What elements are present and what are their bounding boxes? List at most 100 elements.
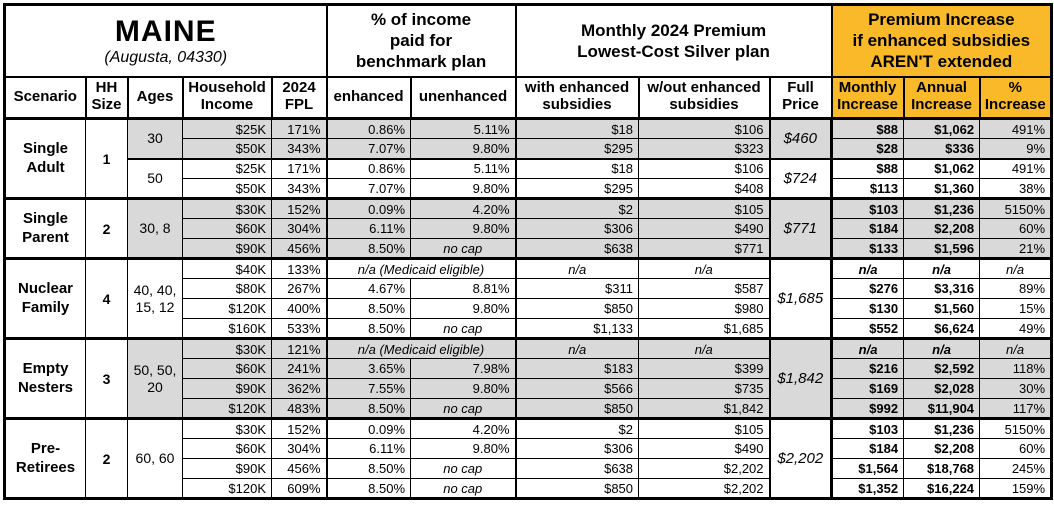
- with-subsidies-cell: $638: [514, 458, 640, 479]
- without-subsidies-cell: $735: [638, 378, 771, 399]
- enhanced-pct-cell: 7.55%: [325, 378, 412, 399]
- table-row: $120K 483% 8.50% no cap $850 $1,842 $992 $11,90…: [5, 398, 1053, 419]
- pct-increase-cell: 5150%: [979, 197, 1053, 219]
- without-subsidies-cell: $587: [638, 278, 771, 299]
- table-row: $60K 304% 6.11% 9.80% $306 $490 $184 $2,208 60%: [5, 218, 1053, 239]
- annual-increase-cell: $1,596: [903, 238, 981, 259]
- with-subsidies-cell: $850: [514, 398, 640, 419]
- table-title: MAINE (Augusta, 04330): [3, 3, 328, 78]
- monthly-increase-cell: $103: [830, 417, 905, 439]
- unenhanced-pct-cell: no cap: [410, 238, 517, 259]
- enhanced-pct-cell: 8.50%: [325, 398, 412, 419]
- annual-increase-cell: $2,208: [903, 218, 981, 239]
- fpl-cell: 400%: [270, 298, 328, 319]
- pct-increase-cell: 49%: [979, 318, 1053, 339]
- premium-comparison-sheet: MAINE (Augusta, 04330) % of income paid …: [3, 3, 1054, 500]
- ages-cell: 30, 8: [127, 197, 183, 259]
- enhanced-pct-cell: 8.50%: [325, 318, 412, 339]
- unenhanced-pct-cell: 9.80%: [410, 218, 517, 239]
- monthly-increase-cell: $216: [830, 358, 905, 379]
- column-header-scenario: Scenario: [3, 75, 87, 120]
- pct-increase-cell: 245%: [979, 458, 1053, 479]
- unenhanced-pct-cell: 9.80%: [410, 438, 517, 459]
- column-header-row: Scenario HH Size Ages Household Income 2…: [3, 75, 1053, 120]
- ages-cell: 50, 50, 20: [127, 337, 183, 419]
- with-subsidies-cell: $306: [514, 438, 640, 459]
- fpl-cell: 456%: [270, 238, 328, 259]
- annual-increase-cell: $1,062: [903, 157, 981, 179]
- annual-increase-cell: $336: [903, 138, 981, 159]
- fpl-cell: 304%: [270, 438, 328, 459]
- table-row: $90K 456% 8.50% no cap $638 $2,202 $1,564 $18,7…: [5, 458, 1053, 479]
- unenhanced-pct-cell: 9.80%: [410, 298, 517, 319]
- unenhanced-pct-cell: no cap: [410, 398, 517, 419]
- with-subsidies-cell: $183: [514, 358, 640, 379]
- pct-increase-cell: 117%: [979, 398, 1053, 419]
- pct-increase-cell: 38%: [979, 178, 1053, 199]
- income-cell: $40K: [182, 257, 272, 279]
- enhanced-pct-cell: 7.07%: [325, 138, 412, 159]
- monthly-increase-cell: $113: [830, 178, 905, 199]
- pct-increase-cell: 30%: [979, 378, 1053, 399]
- fpl-cell: 456%: [270, 458, 328, 479]
- annual-increase-cell: $6,624: [903, 318, 981, 339]
- full-price-cell: $724: [768, 157, 833, 199]
- enhanced-pct-cell: 8.50%: [325, 478, 412, 499]
- monthly-increase-cell: $1,352: [830, 478, 905, 499]
- income-cell: $30K: [182, 337, 272, 359]
- enhanced-pct-cell: 4.67%: [325, 278, 412, 299]
- with-subsidies-cell: $638: [514, 238, 640, 259]
- fpl-cell: 533%: [270, 318, 328, 339]
- monthly-increase-cell: $130: [830, 298, 905, 319]
- monthly-increase-cell: $992: [830, 398, 905, 419]
- without-subsidies-cell: $490: [638, 438, 771, 459]
- income-cell: $30K: [182, 417, 272, 439]
- without-subsidies-cell: $980: [638, 298, 771, 319]
- unenhanced-pct-cell: 5.11%: [410, 157, 517, 179]
- city-label: (Augusta, 04330): [104, 48, 228, 66]
- with-subsidies-cell: $18: [514, 117, 640, 139]
- full-price-cell: $1,842: [768, 337, 833, 419]
- annual-increase-cell: $2,592: [903, 358, 981, 379]
- unenhanced-pct-cell: 7.98%: [410, 358, 517, 379]
- monthly-increase-cell: $133: [830, 238, 905, 259]
- table-row: Pre- Retirees 2 60, 60 $30K 152% 0.09% 4.20% $2…: [4, 417, 1053, 499]
- fpl-cell: 343%: [270, 178, 328, 199]
- enhanced-pct-cell: 0.09%: [325, 197, 412, 219]
- fpl-cell: 133%: [270, 257, 328, 279]
- monthly-increase-cell: $169: [830, 378, 905, 399]
- unenhanced-pct-cell: no cap: [410, 318, 517, 339]
- column-header-ages: Ages: [126, 75, 184, 120]
- ages-cell: 50: [127, 157, 183, 199]
- section-header-income-pct: % of income paid for benchmark plan: [325, 3, 517, 78]
- annual-increase-cell: $1,062: [903, 117, 981, 139]
- hh-size-cell: 3: [85, 337, 128, 419]
- pct-increase-cell: 21%: [979, 238, 1053, 259]
- hh-size-cell: 1: [85, 117, 128, 199]
- without-subsidies-cell: $2,202: [638, 458, 771, 479]
- unenhanced-pct-cell: 9.80%: [410, 178, 517, 199]
- pct-increase-cell: 491%: [979, 117, 1053, 139]
- without-subsidies-cell: $105: [638, 197, 771, 219]
- unenhanced-pct-cell: 8.81%: [410, 278, 517, 299]
- hh-size-cell: 2: [85, 417, 128, 499]
- enhanced-pct-cell: 8.50%: [325, 238, 412, 259]
- without-subsidies-cell: $323: [638, 138, 771, 159]
- hh-size-cell: 4: [85, 257, 128, 339]
- income-cell: $60K: [182, 438, 272, 459]
- unenhanced-pct-cell: 5.11%: [410, 117, 517, 139]
- scenario-cell: Empty Nesters: [4, 337, 86, 419]
- unenhanced-pct-cell: 9.80%: [410, 138, 517, 159]
- income-cell: $50K: [182, 178, 272, 199]
- column-header-unenhanced: unenhanced: [409, 75, 517, 120]
- table-row: $60K 304% 6.11% 9.80% $306 $490 $184 $2,208 60%: [5, 438, 1053, 459]
- table-row: 50 $25K 171% 0.86% 5.11% $18 $106 $724 $88 $1,062…: [5, 157, 1053, 199]
- monthly-increase-cell: $88: [830, 157, 905, 179]
- income-cell: $120K: [182, 478, 272, 499]
- without-subsidies-cell: $490: [638, 218, 771, 239]
- annual-increase-cell: $11,904: [903, 398, 981, 419]
- table-row: Empty Nesters 3 50, 50, 20 $30K 121% n/a (Med…: [4, 337, 1053, 419]
- enhanced-pct-cell: 0.86%: [325, 157, 412, 179]
- table-row: $50K 343% 7.07% 9.80% $295 $408 $113 $1,360 38%: [5, 178, 1053, 199]
- full-price-cell: $771: [768, 197, 833, 259]
